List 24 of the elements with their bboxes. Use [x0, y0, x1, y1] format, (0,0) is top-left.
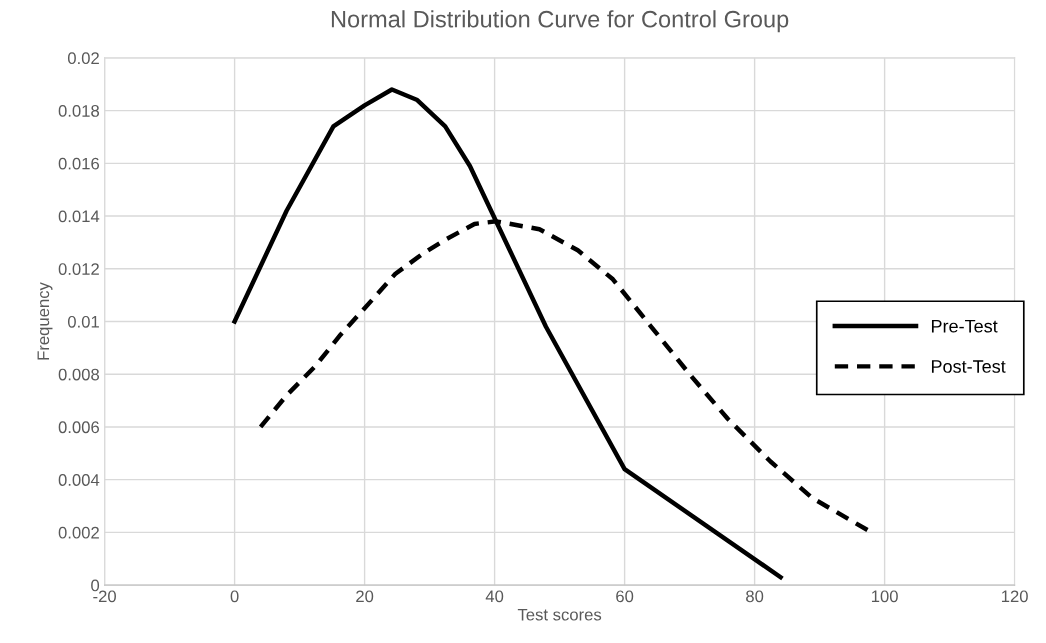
y-tick-label: 0.018: [58, 105, 100, 117]
y-tick-label: 0: [91, 579, 100, 592]
y-tick-label: 0.014: [58, 210, 100, 223]
legend-label: Pre-Test: [931, 319, 998, 333]
x-tick-label: -20: [93, 590, 116, 603]
x-tick-label: 40: [485, 590, 504, 603]
y-tick-label: 0.01: [67, 315, 99, 328]
y-tick-label: 0.012: [58, 263, 99, 275]
x-tick-label: 120: [1001, 590, 1028, 603]
y-tick-label: 0.006: [58, 421, 100, 434]
y-tick-label: 0.004: [58, 474, 100, 486]
y-tick-label: 0.02: [67, 52, 99, 65]
x-tick-label: 0: [230, 590, 239, 603]
x-tick-label: 60: [616, 590, 634, 603]
y-tick-label: 0.016: [58, 157, 100, 170]
y-tick-label: 0.008: [58, 368, 100, 381]
legend-label: Post-Test: [931, 360, 1006, 373]
x-tick-label: 80: [746, 590, 764, 603]
chart-title: Normal Distribution Curve for Control Group: [331, 10, 789, 33]
x-tick-label: 20: [356, 590, 374, 603]
x-tick-label: 100: [871, 590, 898, 603]
x-axis-title: Test scores: [517, 608, 602, 621]
y-axis-title: Frequency: [37, 282, 53, 360]
y-tick-label: 0.002: [58, 526, 99, 539]
